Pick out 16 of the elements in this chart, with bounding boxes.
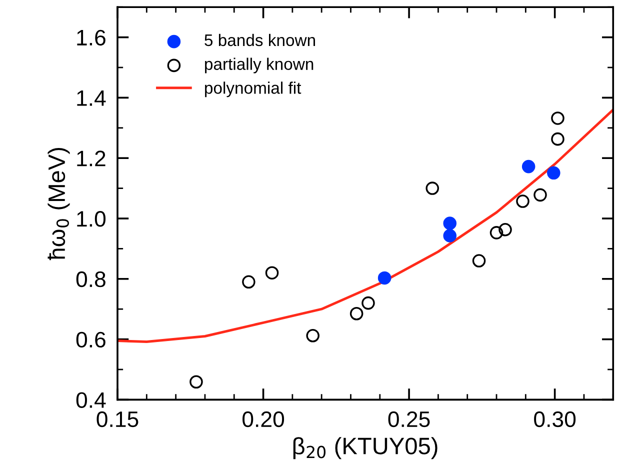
y-tick-label: 0.4 — [76, 392, 106, 408]
x-axis-title: β$_{20}$ (KTUY05) — [293, 437, 438, 460]
legend-label: polynomial fit — [205, 82, 302, 98]
x-tick-label: 0.15 — [96, 411, 138, 428]
y-tick-label: 1.2 — [77, 150, 106, 166]
y-tick-label: 1.0 — [77, 211, 106, 227]
x-tick-label: 0.25 — [388, 411, 430, 428]
x-tick-label: 0.20 — [242, 411, 284, 428]
y-tick-label: 1.4 — [77, 90, 106, 106]
x-tick-label: 0.30 — [534, 411, 576, 428]
y-tick-label: 0.6 — [76, 332, 106, 348]
y-tick-label: 0.8 — [76, 271, 106, 288]
legend-label: 5 bands known — [204, 34, 315, 46]
legend-label: partially known — [205, 58, 314, 74]
y-tick-label: 1.6 — [77, 30, 106, 46]
y-axis-title: ħω$_{0}$ (MeV) — [48, 148, 70, 260]
